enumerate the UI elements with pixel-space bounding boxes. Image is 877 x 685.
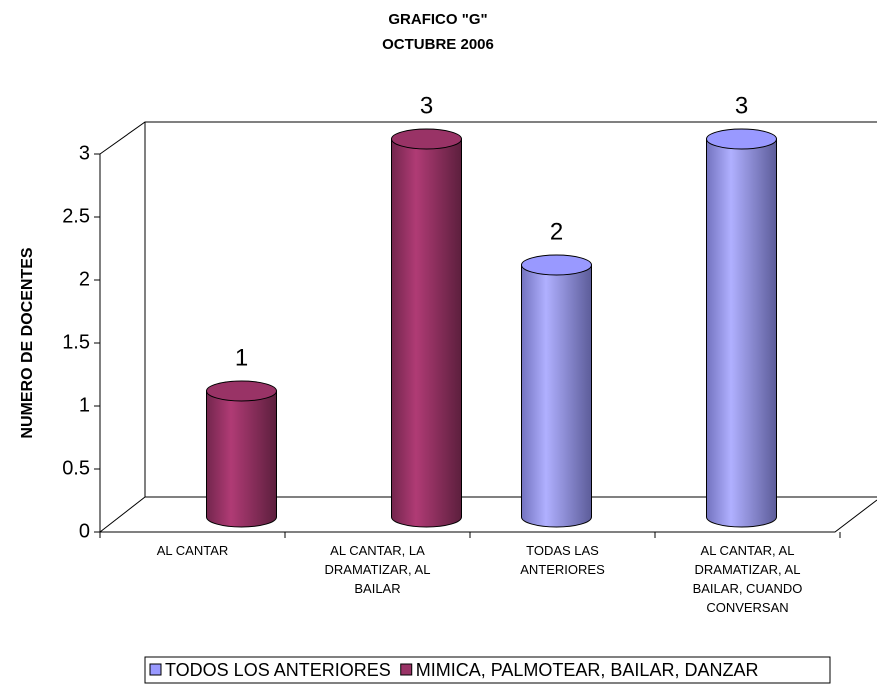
y-tick-label: 1 [79, 394, 90, 416]
bar-top [706, 128, 777, 150]
legend-swatch [400, 663, 413, 676]
chart-subtitle: OCTUBRE 2006 [382, 36, 494, 53]
legend-swatch [149, 663, 162, 676]
x-tick-label: AL CANTAR, LA DRAMATIZAR, AL BAILAR [325, 543, 431, 596]
legend-label: MIMICA, PALMOTEAR, BAILAR, DANZAR [416, 660, 759, 680]
x-tick-label: AL CANTAR [157, 543, 229, 558]
data-label: 1 [235, 344, 248, 371]
y-tick-label: 0.5 [62, 457, 90, 479]
bar [706, 138, 777, 528]
x-tick-label: TODAS LAS ANTERIORES [520, 543, 605, 577]
chart-title: GRAFICO "G" [388, 11, 487, 28]
bar [521, 264, 592, 528]
data-label: 3 [735, 92, 748, 119]
bar-top [206, 380, 277, 402]
data-label: 2 [550, 218, 563, 245]
bar-top [391, 128, 462, 150]
bar [206, 390, 277, 528]
legend-label: TODOS LOS ANTERIORES [165, 660, 391, 680]
y-tick-label: 1.5 [62, 331, 90, 353]
data-label: 3 [420, 92, 433, 119]
y-tick-label: 2 [79, 268, 90, 290]
y-tick-label: 3 [79, 142, 90, 164]
bar-top [521, 254, 592, 276]
y-tick-label: 2.5 [62, 205, 90, 227]
y-axis-title: NUMERO DE DOCENTES [19, 247, 36, 438]
x-tick-label: AL CANTAR, AL DRAMATIZAR, AL BAILAR, CUAND… [693, 543, 803, 615]
legend-box [144, 656, 831, 684]
y-tick-label: 0 [79, 520, 90, 542]
bar [391, 138, 462, 528]
